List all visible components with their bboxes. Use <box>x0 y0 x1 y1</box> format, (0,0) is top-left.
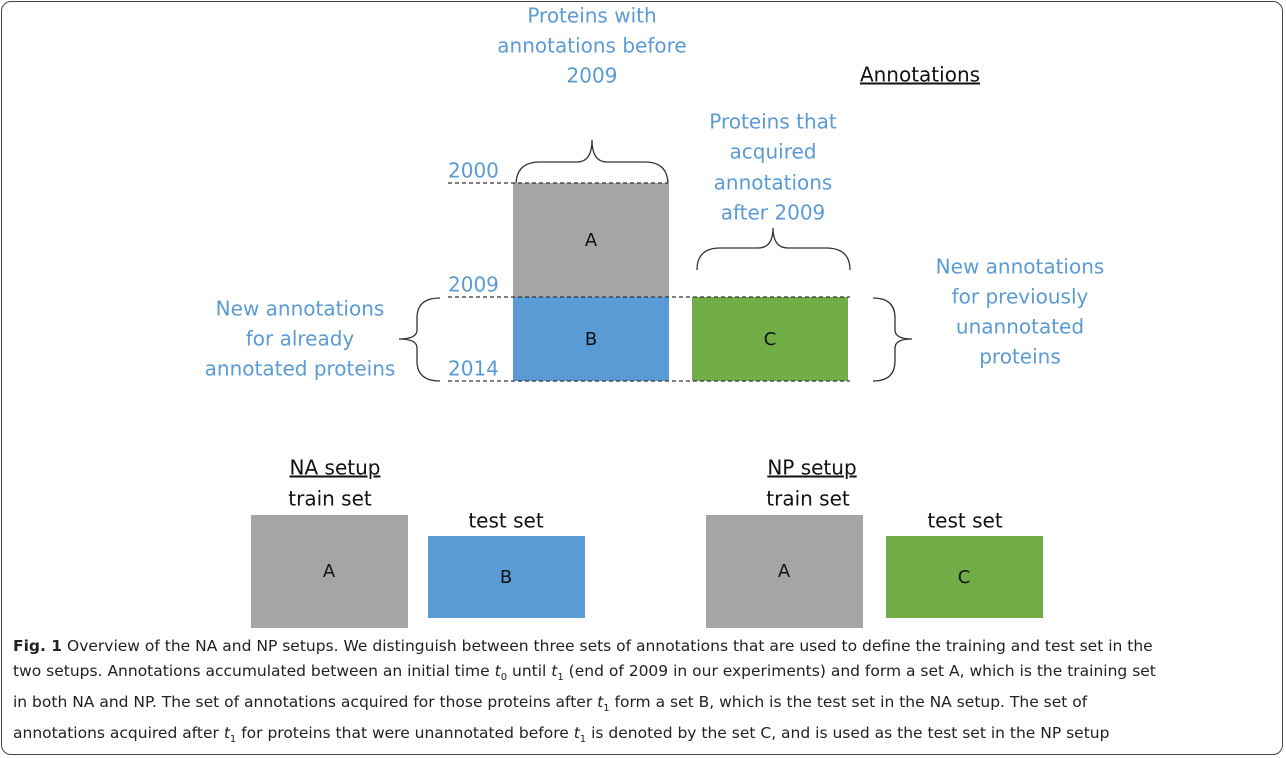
symbol: t <box>573 724 580 743</box>
symbol: t <box>494 662 501 680</box>
caption-text: (end of 2009 in our experiments) and for… <box>563 662 1156 680</box>
label: Proteins with <box>527 4 656 28</box>
year: 2000 <box>448 159 499 183</box>
caption: Fig. 1 Overview of the NA and NP setups.… <box>13 634 1275 752</box>
set-label: A <box>585 230 598 251</box>
set-c <box>692 297 848 381</box>
caption-text: Overview of the NA and NP setups. We dis… <box>62 637 1153 655</box>
caption-text: form a set B, which is the test set in t… <box>609 693 1088 712</box>
label: annotated proteins <box>205 357 396 381</box>
caption-line: Fig. 1 Overview of the NA and NP setups.… <box>13 634 1275 659</box>
set-a <box>706 515 863 628</box>
caption-label: Fig. 1 <box>13 637 63 655</box>
train-label: train set <box>766 487 850 511</box>
label: after 2009 <box>721 201 826 225</box>
label: unannotated <box>956 315 1084 339</box>
set-a <box>251 515 408 628</box>
label: for previously <box>952 285 1089 309</box>
subscript: 0 <box>500 672 508 684</box>
label: annotations <box>714 171 833 195</box>
set-label: C <box>958 567 971 588</box>
set-label: C <box>764 329 777 350</box>
test-label: test set <box>468 509 543 533</box>
caption-text: for proteins that were unannotated befor… <box>236 724 574 743</box>
label: New annotations <box>936 255 1105 279</box>
caption-text: in both NA and NP. The set of annotation… <box>13 693 598 712</box>
subscript: 1 <box>557 672 564 684</box>
set-label: B <box>585 329 597 350</box>
subscript: 1 <box>229 734 237 746</box>
label: 2009 <box>567 64 618 88</box>
set-label: B <box>500 567 512 588</box>
symbol: t <box>597 693 604 712</box>
label: acquired <box>730 140 817 164</box>
brace <box>696 227 851 271</box>
year: 2009 <box>448 273 499 297</box>
setup-title: NA setup <box>290 456 381 480</box>
caption-text: annotations acquired after <box>13 724 224 743</box>
caption-line: annotations acquired after t1 for protei… <box>13 721 1275 752</box>
set-a <box>513 183 669 297</box>
test-label: test set <box>927 509 1002 533</box>
label: New annotations <box>216 297 385 321</box>
label: proteins <box>979 345 1061 369</box>
label: Proteins that <box>709 110 837 134</box>
subscript: 1 <box>603 703 610 715</box>
label: for already <box>246 327 355 351</box>
caption-text: two setups. Annotations accumulated betw… <box>13 662 495 680</box>
brace <box>398 297 441 382</box>
caption-line: in both NA and NP. The set of annotation… <box>13 690 1275 721</box>
subscript: 1 <box>579 734 587 746</box>
label: annotations before <box>497 34 686 58</box>
set-label: A <box>778 561 791 582</box>
symbol: t <box>223 724 230 743</box>
caption-text: until <box>507 662 552 680</box>
set-label: A <box>323 561 336 582</box>
set-b <box>513 297 669 381</box>
set-c <box>886 536 1043 618</box>
symbol: t <box>551 662 558 680</box>
caption-line: two setups. Annotations accumulated betw… <box>13 659 1275 690</box>
brace <box>515 139 669 186</box>
brace <box>872 297 913 382</box>
legend-title: Annotations <box>860 63 980 87</box>
set-b <box>428 536 585 618</box>
caption-text: is denoted by the set C, and is used as … <box>586 724 1110 743</box>
year: 2014 <box>448 357 499 381</box>
setup-title: NP setup <box>767 456 856 480</box>
train-label: train set <box>288 487 372 511</box>
